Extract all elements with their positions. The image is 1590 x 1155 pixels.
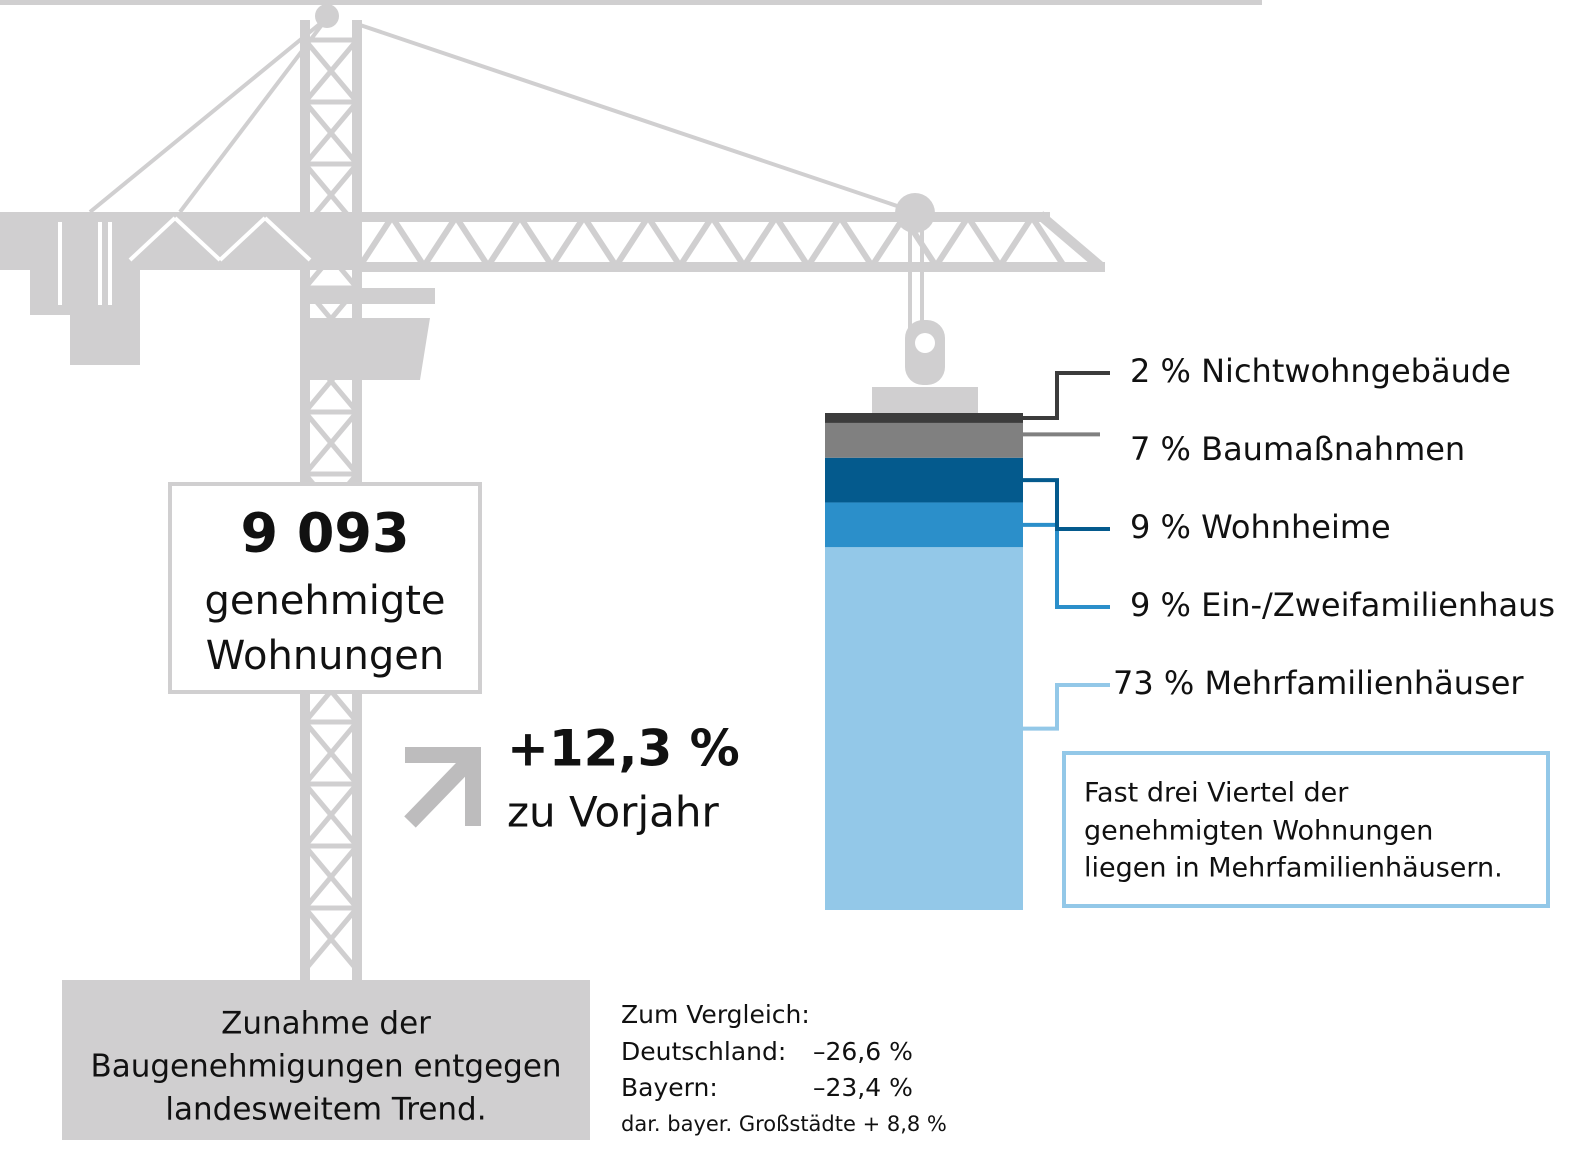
- segment-label: 7 % Baumaßnahmen: [1130, 430, 1465, 468]
- note-line: genehmigten Wohnungen: [1084, 816, 1433, 847]
- segment-value-label: 73 %: [1113, 664, 1194, 702]
- comparison-label: Bayern:: [621, 1073, 718, 1102]
- bar-segment: [825, 413, 1023, 423]
- leader-line: [1023, 480, 1110, 529]
- bar-segment: [825, 547, 1023, 910]
- segment-label: 2 % Nichtwohngebäude: [1130, 352, 1511, 390]
- trend-line: landesweitem Trend.: [165, 1092, 486, 1128]
- lattice: [424, 217, 456, 266]
- lattice: [936, 217, 968, 266]
- lattice: [680, 217, 712, 266]
- comparison-footnote: dar. bayer. Großstädte + 8,8 %: [621, 1112, 947, 1136]
- segment-name: Nichtwohngebäude: [1201, 352, 1511, 390]
- comparison-value: –23,4 %: [813, 1073, 913, 1102]
- total-label: Wohnungen: [206, 633, 444, 679]
- up-arrow: [405, 755, 473, 826]
- comparison-label: Deutschland:: [621, 1037, 786, 1066]
- segment-name: Baumaßnahmen: [1201, 430, 1465, 468]
- lattice: [648, 217, 680, 266]
- note-line: Fast drei Viertel der: [1084, 778, 1349, 809]
- leader-line: [1023, 685, 1110, 729]
- lattice: [872, 217, 904, 266]
- bar-segment: [825, 502, 1023, 547]
- note-line: liegen in Mehrfamilienhäusern.: [1084, 853, 1503, 884]
- comparison-value: –26,6 %: [813, 1037, 913, 1066]
- lattice: [616, 217, 648, 266]
- leader-line: [1023, 525, 1110, 607]
- lattice: [744, 217, 776, 266]
- lattice: [456, 217, 488, 266]
- comparison-title: Zum Vergleich:: [621, 1000, 810, 1029]
- lattice: [808, 217, 840, 266]
- infographic: 9 093 genehmigte Wohnungen +12,3 % zu Vo…: [0, 0, 1590, 1155]
- trend-line: Zunahme der: [221, 1006, 431, 1042]
- segment-value-label: 7 %: [1130, 430, 1191, 468]
- segment-label: 73 % Mehrfamilienhäuser: [1113, 664, 1524, 702]
- lattice: [776, 217, 808, 266]
- total-label: genehmigte: [204, 578, 445, 624]
- lattice: [392, 217, 424, 266]
- lattice: [488, 217, 520, 266]
- segment-name: Ein-/Zweifamilienhaus: [1201, 586, 1555, 624]
- lattice: [840, 217, 872, 266]
- segment-value-label: 9 %: [1130, 586, 1191, 624]
- lattice: [584, 217, 616, 266]
- bar-segment: [825, 458, 1023, 503]
- segment-name: Mehrfamilienhäuser: [1204, 664, 1524, 702]
- lattice: [968, 217, 1000, 266]
- top-rule: [0, 0, 1262, 5]
- lattice: [552, 217, 584, 266]
- lattice: [360, 217, 392, 266]
- lattice: [520, 217, 552, 266]
- segment-label: 9 % Wohnheime: [1130, 508, 1391, 546]
- segment-value-label: 9 %: [1130, 508, 1191, 546]
- trend-line: Baugenehmigungen entgegen: [90, 1049, 561, 1085]
- total-number: 9 093: [240, 502, 409, 565]
- lattice: [712, 217, 744, 266]
- bar-segment: [825, 423, 1023, 458]
- segment-name: Wohnheime: [1201, 508, 1391, 546]
- segment-label: 9 % Ein-/Zweifamilienhaus: [1130, 586, 1555, 624]
- lattice: [1000, 217, 1032, 266]
- segment-value-label: 2 %: [1130, 352, 1191, 390]
- change-label: zu Vorjahr: [507, 788, 719, 837]
- leader-line: [1023, 373, 1110, 418]
- change-value: +12,3 %: [507, 720, 740, 778]
